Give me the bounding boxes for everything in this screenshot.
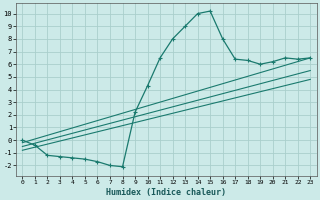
X-axis label: Humidex (Indice chaleur): Humidex (Indice chaleur) <box>106 188 226 197</box>
